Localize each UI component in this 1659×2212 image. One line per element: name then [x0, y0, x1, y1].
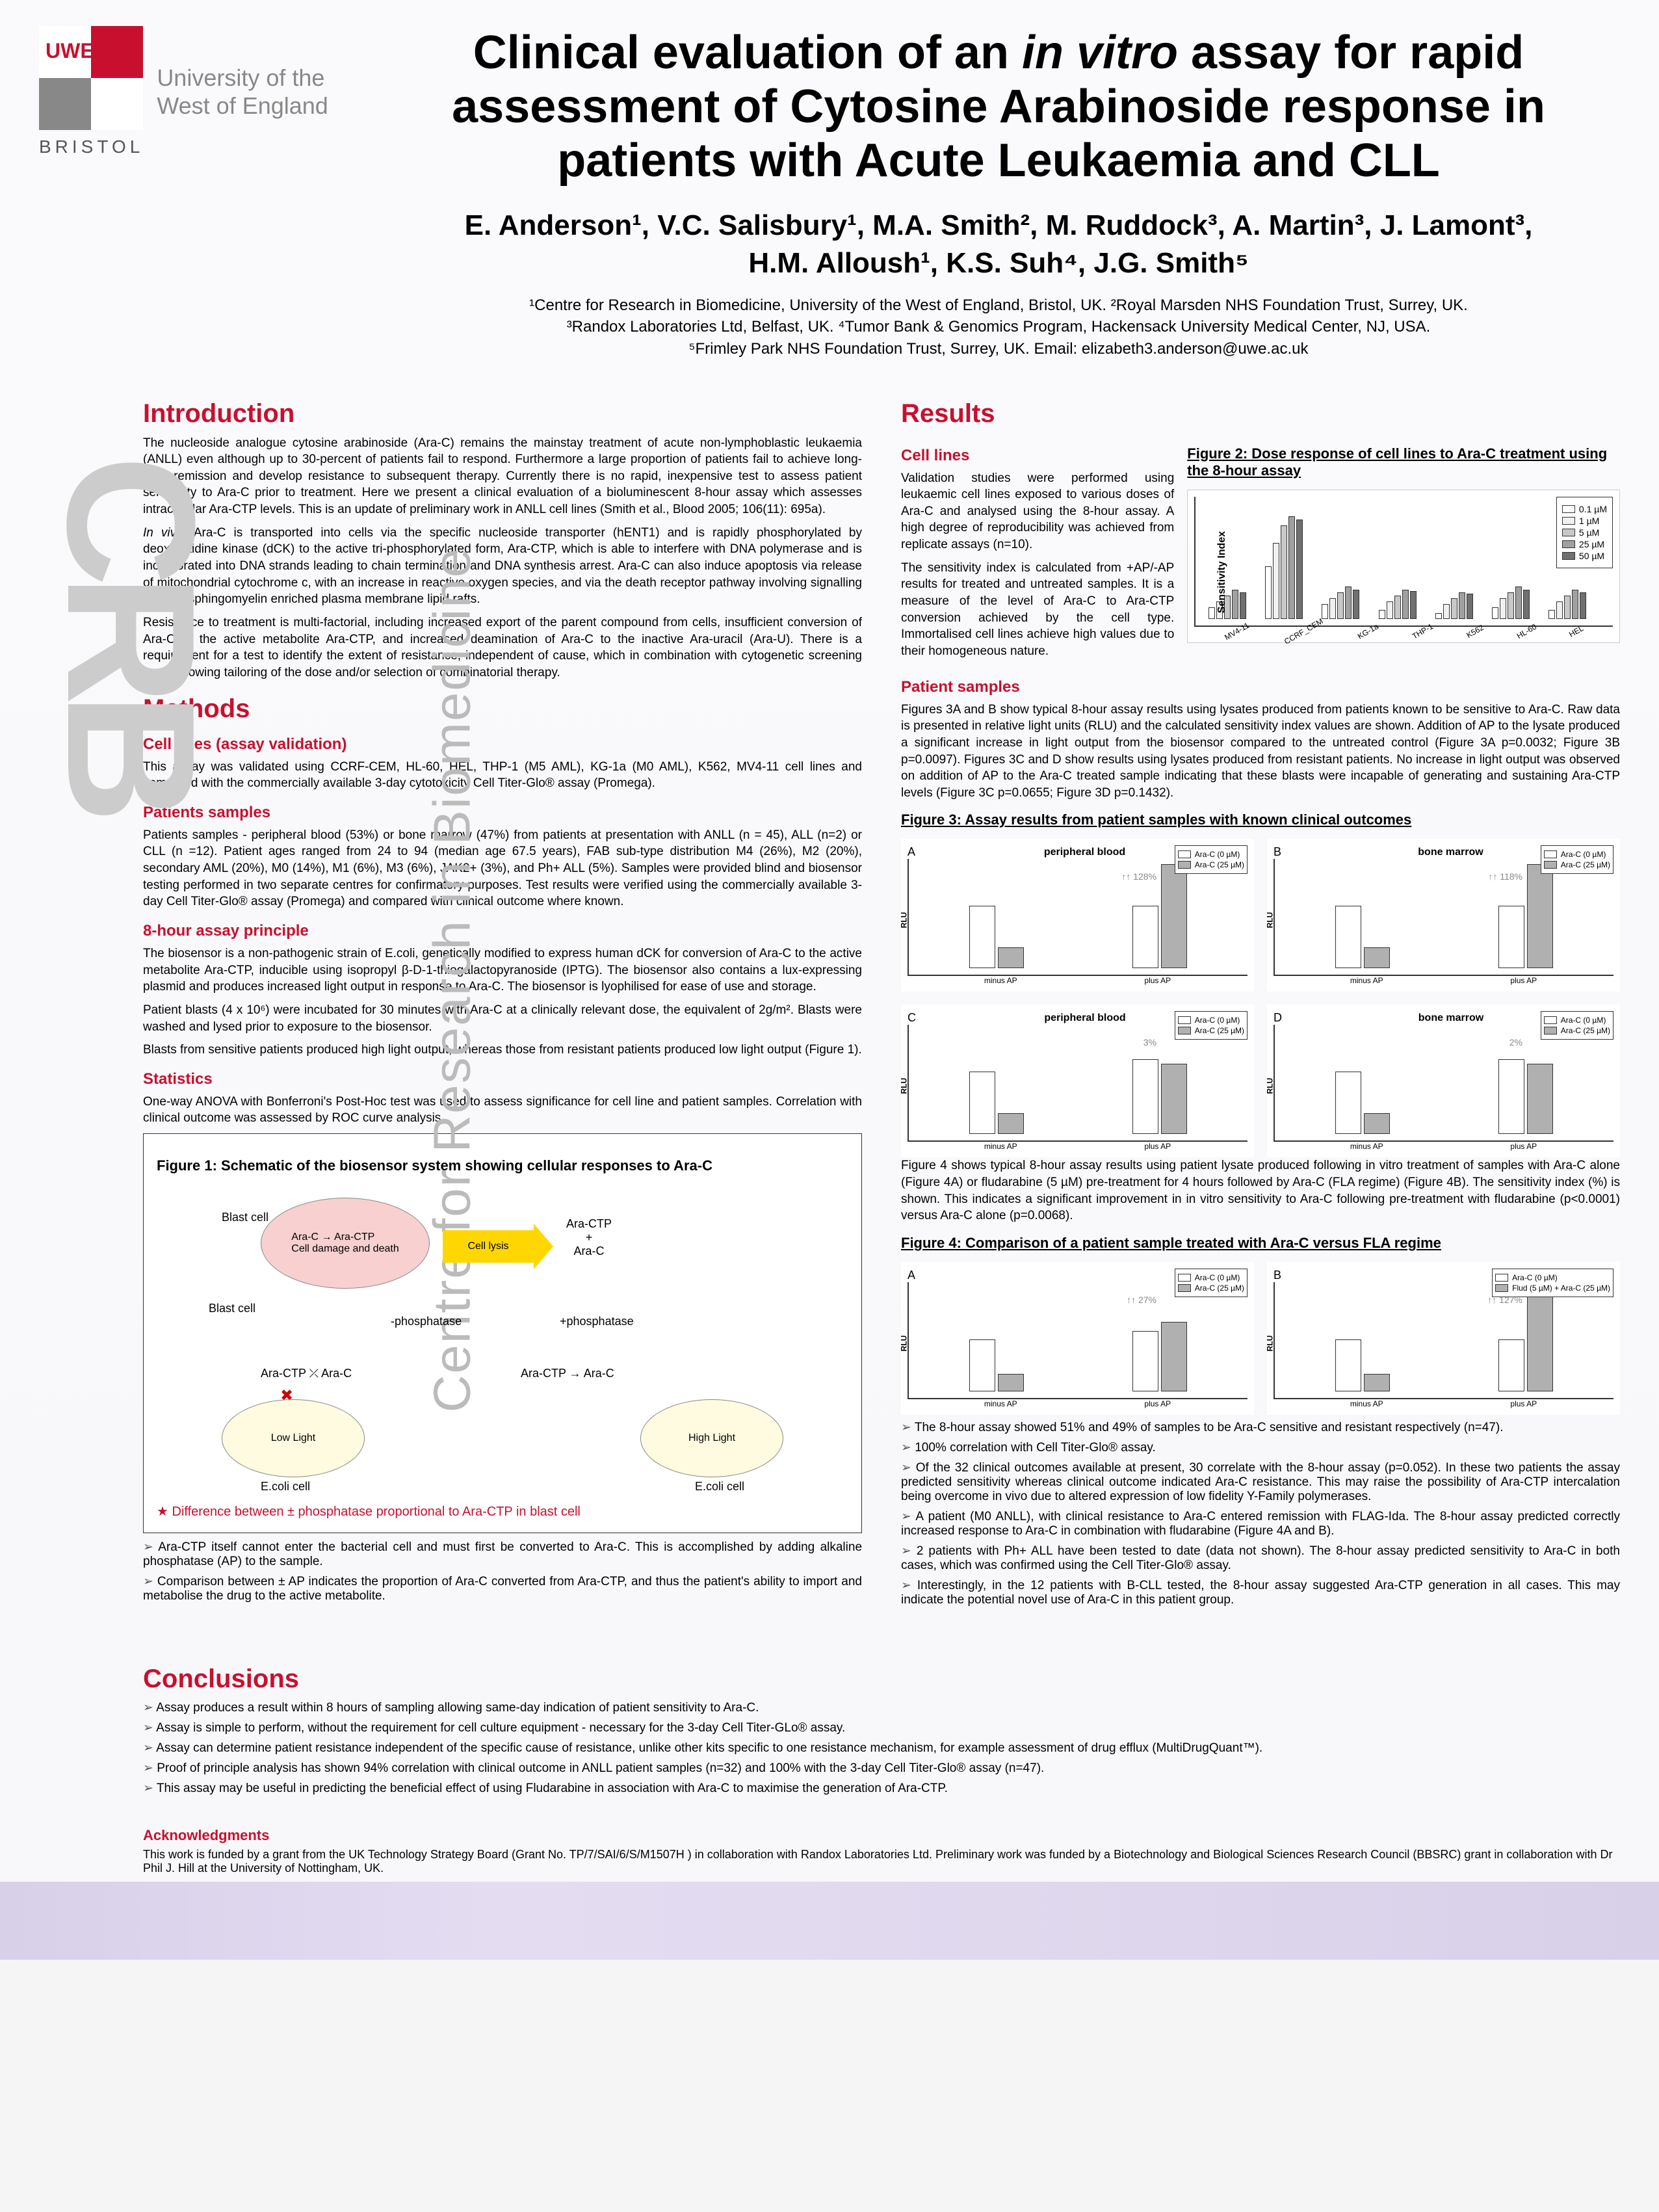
title-block: Clinical evaluation of an in vitro assay…: [377, 26, 1620, 360]
methods-title: Methods: [143, 694, 862, 724]
fig1-note2: Comparison between ± AP indicates the pr…: [143, 1574, 862, 1603]
mini-chart-B: B Ara-C (0 µM)Flud (5 µM) + Ara-C (25 µM…: [1267, 1262, 1620, 1415]
methods-sub4: Statistics: [143, 1070, 862, 1088]
fig1-star-note: Difference between ± phosphatase proport…: [157, 1503, 848, 1520]
mini-chart-C: Cperipheral blood Ara-C (0 µM)Ara-C (25 …: [901, 1005, 1254, 1157]
footer-decoration: [0, 1882, 1659, 1960]
fig2-title: Figure 2: Dose response of cell lines to…: [1187, 445, 1620, 479]
conclusions-bullet: Assay can determine patient resistance i…: [143, 1741, 1620, 1756]
crb-label: CRB: [26, 455, 235, 811]
methods-p4: Patient blasts (4 x 10⁶) were incubated …: [143, 1002, 862, 1035]
mini-chart-A: A Ara-C (0 µM)Ara-C (25 µM) RLU ↑↑ 27% m…: [901, 1262, 1254, 1415]
conclusions-bullet: Assay is simple to perform, without the …: [143, 1720, 1620, 1735]
fig1-blast-label: Blast cell: [209, 1302, 255, 1315]
ack-text: This work is funded by a grant from the …: [143, 1848, 1620, 1875]
fig1-arac-label: Blast cell: [222, 1211, 268, 1224]
results-p4: Figure 4 shows typical 8-hour assay resu…: [901, 1157, 1620, 1224]
fig1-aractp1: Ara-CTP ⤫ Ara-C: [261, 1367, 352, 1380]
conclusions: Conclusions Assay produces a result with…: [0, 1639, 1659, 1827]
fig2-ylabel: Sensitivity Index: [1216, 531, 1228, 612]
results-sub2: Patient samples: [901, 678, 1620, 696]
figure-1: Figure 1: Schematic of the biosensor sys…: [143, 1133, 862, 1533]
fig1-phos: +phosphatase: [560, 1315, 634, 1328]
fig1-lysis-arrow: Cell lysis: [443, 1230, 534, 1263]
intro-p1: The nucleoside analogue cytosine arabino…: [143, 435, 862, 518]
fig1-ecoli-low: Low Light: [222, 1399, 365, 1477]
fig1-blast-cell: Ara-C → Ara-CTP Cell damage and death: [261, 1198, 430, 1289]
results-bullets: The 8-hour assay showed 51% and 49% of s…: [901, 1420, 1620, 1607]
figure-4-grid: A Ara-C (0 µM)Ara-C (25 µM) RLU ↑↑ 27% m…: [901, 1262, 1620, 1415]
authors: E. Anderson¹, V.C. Salisbury¹, M.A. Smit…: [377, 207, 1620, 281]
content: Introduction The nucleoside analogue cyt…: [0, 373, 1659, 1639]
mini-chart-B: Bbone marrow Ara-C (0 µM)Ara-C (25 µM) R…: [1267, 839, 1620, 992]
results-bullet: The 8-hour assay showed 51% and 49% of s…: [901, 1420, 1620, 1435]
fig1-ecoli-label-l: E.coli cell: [261, 1480, 310, 1494]
results-title: Results: [901, 399, 1620, 428]
conclusions-title: Conclusions: [143, 1665, 1620, 1694]
results-p2: The sensitivity index is calculated from…: [901, 560, 1174, 660]
poster-title: Clinical evaluation of an in vitro assay…: [377, 26, 1620, 187]
conclusions-bullet: Assay produces a result within 8 hours o…: [143, 1700, 1620, 1715]
logo-uni-text: University of the West of England: [157, 64, 328, 120]
fig1-arac-ctp: Ara-CTP + Ara-C: [566, 1217, 612, 1258]
fig1-minusphos: -phosphatase: [391, 1315, 462, 1328]
methods-p3: The biosensor is a non-pathogenic strain…: [143, 945, 862, 995]
fig1-ecoli-label-r: E.coli cell: [695, 1480, 744, 1494]
logo-block: UWE BRISTOL University of the West of En…: [39, 26, 377, 157]
intro-p2: In vivo, Ara-C is transported into cells…: [143, 525, 862, 608]
fig1-aractp2: Ara-CTP → Ara-C: [521, 1367, 614, 1380]
fig1-title: Figure 1: Schematic of the biosensor sys…: [157, 1157, 848, 1174]
results-bullet: 2 patients with Ph+ ALL have been tested…: [901, 1544, 1620, 1573]
mini-chart-A: Aperipheral blood Ara-C (0 µM)Ara-C (25 …: [901, 839, 1254, 992]
mini-chart-D: Dbone marrow Ara-C (0 µM)Ara-C (25 µM) R…: [1267, 1005, 1620, 1157]
methods-p2: Patients samples - peripheral blood (53%…: [143, 827, 862, 910]
logo-bristol-text: BRISTOL: [39, 137, 144, 157]
results-p1: Validation studies were performed using …: [901, 470, 1174, 553]
left-column: Introduction The nucleoside analogue cyt…: [143, 386, 862, 1613]
results-bullet: Interestingly, in the 12 patients with B…: [901, 1578, 1620, 1607]
right-column: Results Cell lines Validation studies we…: [901, 386, 1620, 1613]
intro-title: Introduction: [143, 399, 862, 428]
logo-mark: UWE BRISTOL: [39, 26, 144, 157]
poster: UWE BRISTOL University of the West of En…: [0, 0, 1659, 1960]
conclusions-bullet: Proof of principle analysis has shown 94…: [143, 1761, 1620, 1776]
results-bullet: A patient (M0 ANLL), with clinical resis…: [901, 1509, 1620, 1538]
logo-uwe-text: UWE: [46, 39, 94, 63]
methods-sub1: Cell lines (assay validation): [143, 735, 862, 754]
methods-p5: Blasts from sensitive patients produced …: [143, 1042, 862, 1059]
fig2-legend: 0.1 µM1 µM5 µM25 µM50 µM: [1556, 497, 1613, 568]
fig3-title: Figure 3: Assay results from patient sam…: [901, 811, 1620, 828]
affiliations: ¹Centre for Research in Biomedicine, Uni…: [377, 295, 1620, 360]
fig1-ecoli-high: High Light: [640, 1399, 783, 1477]
figure-2-chart: 0.1 µM1 µM5 µM25 µM50 µM Sensitivity Ind…: [1187, 490, 1620, 643]
methods-p6: One-way ANOVA with Bonferroni's Post-Hoc…: [143, 1094, 862, 1127]
results-bullet: Of the 32 clinical outcomes available at…: [901, 1460, 1620, 1504]
fig1-note1: Ara-CTP itself cannot enter the bacteria…: [143, 1540, 862, 1569]
intro-p3: Resistance to treatment is multi-factori…: [143, 614, 862, 681]
ack-title: Acknowledgments: [143, 1827, 1620, 1844]
acknowledgments: Acknowledgments This work is funded by a…: [0, 1827, 1659, 1882]
results-sub1: Cell lines: [901, 447, 1174, 465]
results-bullet: 100% correlation with Cell Titer-Glo® as…: [901, 1440, 1620, 1455]
fig4-title: Figure 4: Comparison of a patient sample…: [901, 1235, 1620, 1252]
methods-sub2: Patients samples: [143, 804, 862, 822]
figure-3-grid: Aperipheral blood Ara-C (0 µM)Ara-C (25 …: [901, 839, 1620, 1157]
methods-p1: This assay was validated using CCRF-CEM,…: [143, 759, 862, 792]
results-p3: Figures 3A and B show typical 8-hour ass…: [901, 702, 1620, 802]
methods-sub3: 8-hour assay principle: [143, 922, 862, 940]
conclusions-bullet: This assay may be useful in predicting t…: [143, 1781, 1620, 1796]
header: UWE BRISTOL University of the West of En…: [0, 0, 1659, 373]
